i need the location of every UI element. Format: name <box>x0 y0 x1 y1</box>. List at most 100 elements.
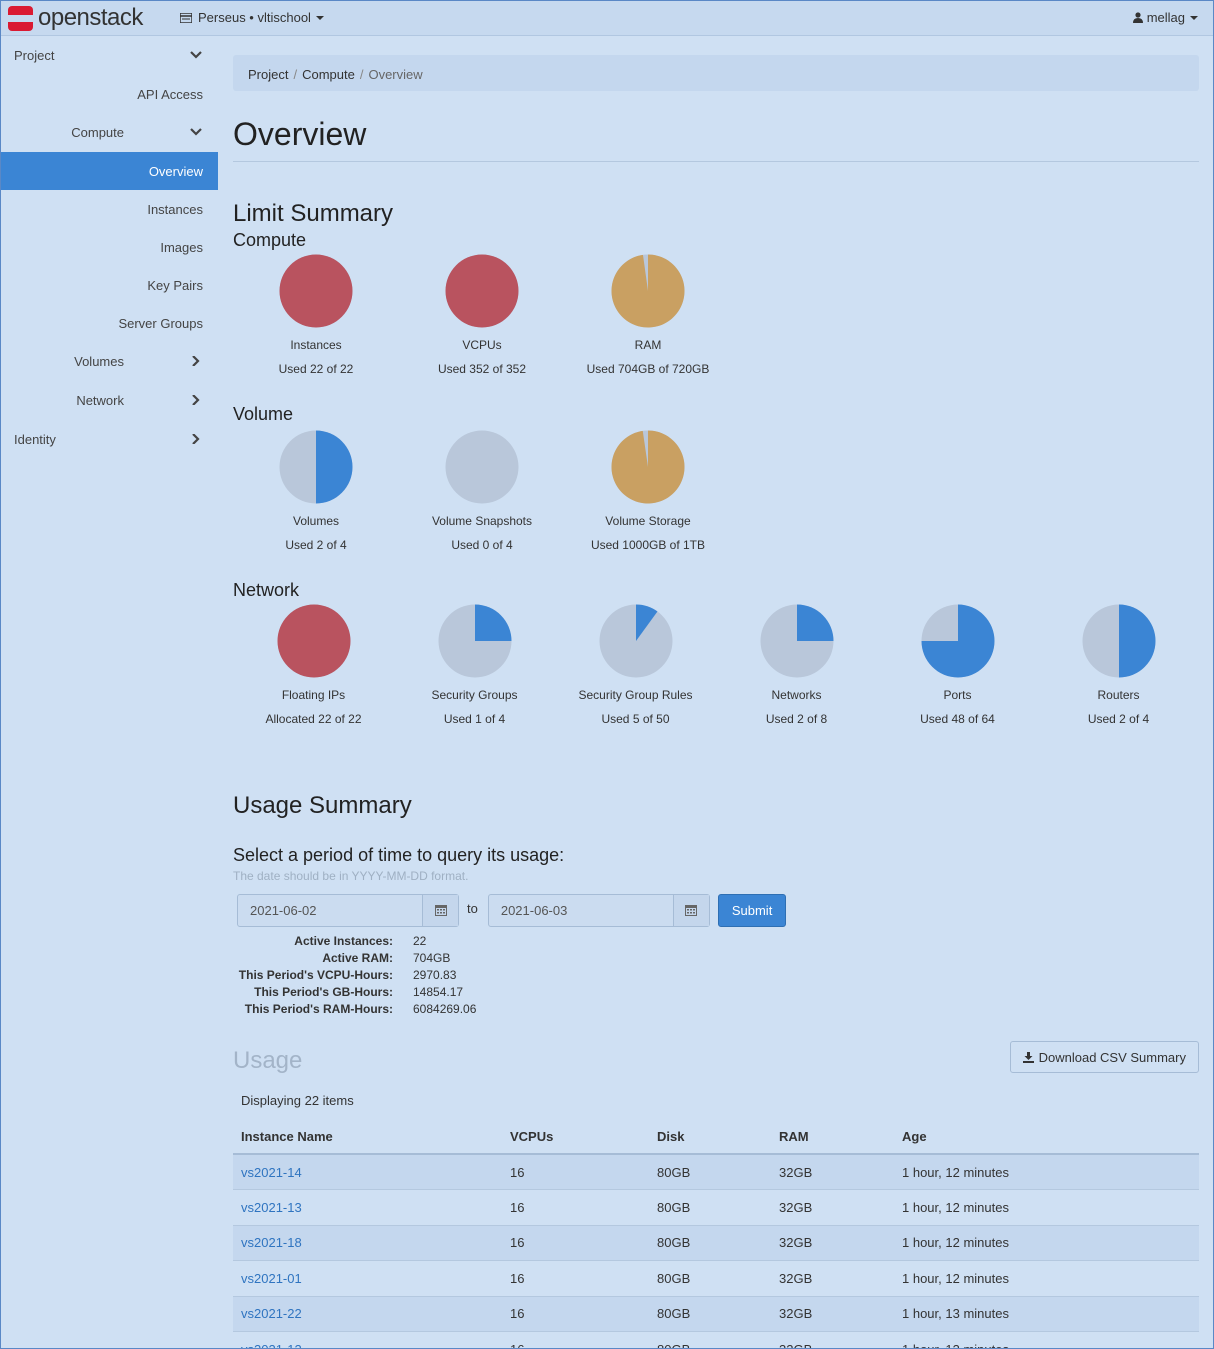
table-row: vs2021-14 16 80GB 32GB 1 hour, 12 minutes <box>233 1153 1199 1190</box>
instance-link[interactable]: vs2021-22 <box>241 1306 302 1322</box>
download-csv-label: Download CSV Summary <box>1038 1049 1186 1065</box>
instance-link[interactable]: vs2021-18 <box>241 1235 302 1251</box>
openstack-logo[interactable]: openstack <box>7 3 143 33</box>
cell-disk: 80GB <box>649 1189 771 1225</box>
stat-active-instances: Active Instances: 22 <box>233 933 1199 950</box>
cell-disk: 80GB <box>649 1295 771 1332</box>
pie-label: RAM <box>634 338 662 352</box>
start-date-group <box>237 893 459 927</box>
table-row: vs2021-18 16 80GB 32GB 1 hour, 12 minutes <box>233 1224 1199 1261</box>
cell-ram: 32GB <box>771 1153 894 1190</box>
cell-age: 1 hour, 13 minutes <box>894 1295 1199 1332</box>
pie-used-text: Used 22 of 22 <box>278 362 354 376</box>
stat-value: 22 <box>413 934 427 948</box>
breadcrumb-overview: Overview <box>368 67 423 82</box>
pie-chart <box>438 604 511 678</box>
pie-label: Volume Storage <box>605 514 691 528</box>
caret-down-icon <box>315 15 324 20</box>
compute-pies: Instances Used 22 of 22 VCPUs Used 352 of 3… <box>233 253 1199 403</box>
stat-label: Active RAM: <box>322 951 393 965</box>
pie-chart <box>921 604 994 678</box>
stat-value: 6084269.06 <box>413 1002 477 1016</box>
sidebar-item-label: Images <box>160 239 203 255</box>
pie-card-networks: Networks Used 2 of 8 <box>716 603 877 753</box>
pie-chart <box>599 604 672 678</box>
pie-used-text: Used 5 of 50 <box>601 712 670 726</box>
sidebar-item-server-groups[interactable]: Server Groups <box>0 304 218 342</box>
pie-used-slice <box>796 604 833 641</box>
project-switcher[interactable]: Perseus • vltischool <box>180 10 324 25</box>
sidebar-item-label: Instances <box>147 201 203 217</box>
pie-used-slice <box>1118 604 1155 678</box>
cell-ram: 32GB <box>771 1295 894 1332</box>
stat-label: This Period's GB-Hours: <box>254 985 393 999</box>
download-csv-button[interactable]: Download CSV Summary <box>1009 1041 1199 1073</box>
stat-value: 704GB <box>413 951 451 965</box>
table-row: vs2021-01 16 80GB 32GB 1 hour, 12 minutes <box>233 1260 1199 1296</box>
sidebar-item-label: Overview <box>148 163 203 179</box>
pie-card-security-groups: Security Groups Used 1 of 4 <box>394 603 555 753</box>
sidebar-item-overview[interactable]: Overview <box>0 152 218 190</box>
sidebar-item-label: Server Groups <box>118 315 203 331</box>
instance-link[interactable]: vs2021-12 <box>241 1342 302 1349</box>
column-header-age[interactable]: Age <box>894 1119 1199 1155</box>
pie-used-text: Allocated 22 of 22 <box>265 712 362 726</box>
instance-link[interactable]: vs2021-01 <box>241 1270 302 1286</box>
sidebar-item-instances[interactable]: Instances <box>0 190 218 228</box>
sidebar-item-volumes[interactable]: Volumes <box>0 342 218 381</box>
stat-ram-hours: This Period's RAM-Hours: 6084269.06 <box>233 1001 1199 1018</box>
pie-label: Volume Snapshots <box>431 514 533 528</box>
pie-chart <box>445 430 519 504</box>
instance-link[interactable]: vs2021-14 <box>241 1164 302 1180</box>
stat-active-ram: Active RAM: 704GB <box>233 950 1199 967</box>
sidebar-item-api-access[interactable]: API Access <box>0 75 218 113</box>
cell-instance-name: vs2021-14 <box>233 1153 502 1190</box>
column-header-disk[interactable]: Disk <box>649 1119 771 1155</box>
sidebar-item-project[interactable]: Project <box>0 36 218 75</box>
cell-ram: 32GB <box>771 1260 894 1296</box>
cell-age: 1 hour, 12 minutes <box>894 1153 1199 1190</box>
cell-disk: 80GB <box>649 1260 771 1296</box>
breadcrumb-project[interactable]: Project <box>248 67 289 82</box>
pie-label: Floating IPs <box>281 688 346 702</box>
sidebar-item-label: Compute <box>71 125 124 140</box>
sidebar-item-images[interactable]: Images <box>0 228 218 266</box>
user-icon <box>1132 12 1143 23</box>
column-header-ram[interactable]: RAM <box>771 1119 894 1155</box>
cell-instance-name: vs2021-13 <box>233 1189 502 1225</box>
pie-label: Routers <box>1097 688 1140 702</box>
table-row: vs2021-13 16 80GB 32GB 1 hour, 12 minutes <box>233 1189 1199 1225</box>
calendar-icon[interactable] <box>672 894 709 926</box>
pie-chart <box>611 430 685 504</box>
column-header-instance-name[interactable]: Instance Name <box>233 1119 502 1155</box>
user-menu[interactable]: mellag <box>1132 10 1198 25</box>
sidebar-item-label: API Access <box>137 86 203 102</box>
pie-used-slice <box>279 254 353 328</box>
sidebar-item-label: Key Pairs <box>147 277 203 293</box>
sidebar-item-compute[interactable]: Compute <box>0 113 218 152</box>
pie-used-slice <box>277 604 350 678</box>
chevron-right-icon <box>192 356 200 366</box>
pie-card-ram: RAM Used 704GB of 720GB <box>565 253 731 403</box>
sidebar-item-key-pairs[interactable]: Key Pairs <box>0 266 218 304</box>
submit-button[interactable]: Submit <box>717 893 787 927</box>
instance-link[interactable]: vs2021-13 <box>241 1199 302 1215</box>
column-header-vcpus[interactable]: VCPUs <box>502 1119 649 1155</box>
end-date-input[interactable] <box>488 894 673 926</box>
usage-stats: Active Instances: 22 Active RAM: 704GB Thi… <box>233 933 1199 1018</box>
calendar-icon[interactable] <box>422 894 458 926</box>
stat-label: This Period's VCPU-Hours: <box>238 968 393 982</box>
pie-used-slice <box>474 604 511 641</box>
query-title: Select a period of time to query its usa… <box>233 845 565 865</box>
pie-used-slice <box>635 604 657 641</box>
to-label: to <box>467 900 478 916</box>
cell-disk: 80GB <box>649 1224 771 1261</box>
sidebar-item-network[interactable]: Network <box>0 381 218 420</box>
pie-used-text: Used 352 of 352 <box>437 362 527 376</box>
breadcrumb-separator: / <box>359 67 364 82</box>
sidebar-item-identity[interactable]: Identity <box>0 420 218 459</box>
breadcrumb-compute[interactable]: Compute <box>302 67 355 82</box>
pie-label: Volumes <box>292 514 340 528</box>
start-date-input[interactable] <box>238 894 422 926</box>
